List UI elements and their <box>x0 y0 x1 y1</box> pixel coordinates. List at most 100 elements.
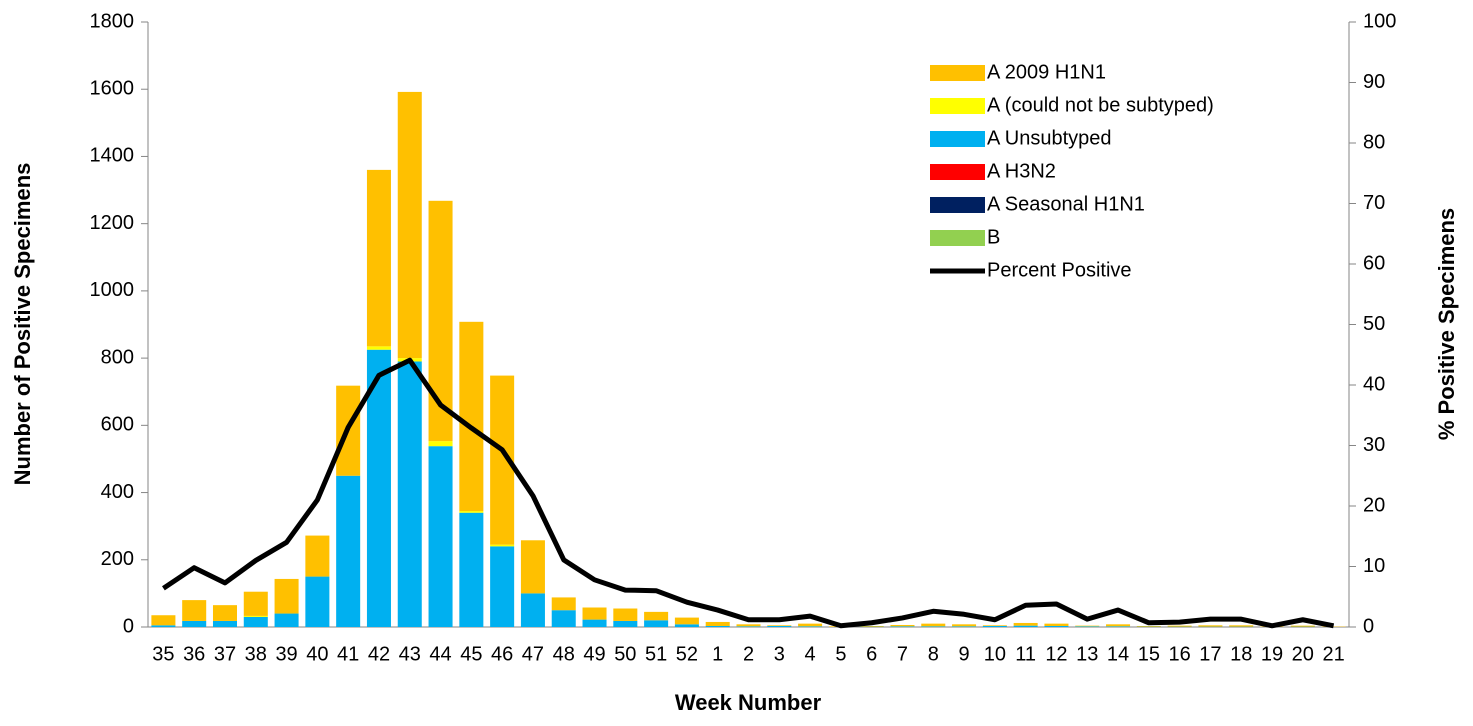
legend-label: B <box>987 226 1000 248</box>
x-tick-label: 44 <box>429 643 451 665</box>
bar-segment <box>798 624 822 627</box>
x-tick-label: 17 <box>1199 643 1221 665</box>
bar-segment <box>1014 623 1038 626</box>
bar-segment <box>675 618 699 625</box>
y2-tick-label: 30 <box>1363 434 1385 456</box>
bar-segment <box>521 593 545 627</box>
y2-tick-label: 70 <box>1363 192 1385 214</box>
x-tick-label: 4 <box>805 643 816 665</box>
bar-segment <box>583 608 607 620</box>
bar-segment <box>429 441 453 446</box>
bar-segment <box>459 322 483 511</box>
x-tick-label: 39 <box>275 643 297 665</box>
y2-tick-label: 0 <box>1363 615 1374 637</box>
bar-segment <box>798 626 822 627</box>
y2-tick-label: 50 <box>1363 313 1385 335</box>
x-tick-label: 36 <box>183 643 205 665</box>
y-tick-label: 1400 <box>90 145 135 167</box>
y2-tick-label: 60 <box>1363 252 1385 274</box>
legend-swatch <box>930 197 985 213</box>
bar-segment <box>952 624 976 626</box>
bar-segment <box>367 170 391 346</box>
bar-segment <box>1229 625 1253 626</box>
bar-segment <box>736 626 760 627</box>
x-tick-label: 41 <box>337 643 359 665</box>
bar-segment <box>213 605 237 621</box>
x-tick-label: 11 <box>1015 643 1036 665</box>
x-tick-label: 10 <box>984 643 1006 665</box>
bar-segment <box>1075 626 1099 627</box>
x-tick-label: 45 <box>460 643 482 665</box>
x-tick-label: 7 <box>897 643 908 665</box>
bar-segment <box>890 625 914 626</box>
x-tick-label: 6 <box>866 643 877 665</box>
bar-segment <box>336 476 360 627</box>
bar-segment <box>275 579 299 614</box>
bar-segment <box>706 626 730 627</box>
x-tick-label: 48 <box>553 643 575 665</box>
y-tick-label: 1000 <box>90 279 135 301</box>
bar-segment <box>613 609 637 621</box>
bar-segment <box>552 610 576 627</box>
legend-swatch <box>930 131 985 147</box>
y2-tick-label: 40 <box>1363 373 1385 395</box>
y-tick-label: 1200 <box>90 212 135 234</box>
y-tick-label: 400 <box>101 481 134 503</box>
bar-segment <box>767 625 791 626</box>
y2-axis-title: % Positive Specimens <box>1434 208 1459 440</box>
legend-label: A Unsubtyped <box>987 127 1112 149</box>
x-tick-label: 38 <box>245 643 267 665</box>
bar-segment <box>921 626 945 627</box>
bar-segment <box>552 597 576 610</box>
bar-segment <box>151 625 175 627</box>
bar-segment <box>275 614 299 627</box>
y-tick-label: 800 <box>101 346 134 368</box>
bar-segment <box>521 540 545 593</box>
bar-segment <box>767 626 791 627</box>
bar-segment <box>244 592 268 616</box>
bar-segment <box>459 513 483 627</box>
bar-segment <box>921 624 945 627</box>
x-tick-label: 8 <box>928 643 939 665</box>
x-tick-label: 15 <box>1138 643 1160 665</box>
bar-segment <box>706 622 730 626</box>
y2-tick-label: 10 <box>1363 555 1385 577</box>
x-tick-label: 16 <box>1169 643 1191 665</box>
bar-segment <box>213 621 237 627</box>
bar-segment <box>1014 626 1038 627</box>
bar-segment <box>952 626 976 627</box>
x-tick-label: 12 <box>1045 643 1067 665</box>
bar-segment <box>398 92 422 358</box>
bar-segment <box>583 620 607 627</box>
bar-segment <box>1106 626 1130 627</box>
y-tick-label: 200 <box>101 548 134 570</box>
y2-tick-label: 90 <box>1363 71 1385 93</box>
legend-swatch <box>930 65 985 81</box>
bar-segment <box>182 621 206 627</box>
bar-segment <box>983 625 1007 626</box>
x-tick-label: 1 <box>712 643 723 665</box>
x-tick-label: 43 <box>399 643 421 665</box>
y-axis-title: Number of Positive Specimens <box>10 163 35 486</box>
bar-segment <box>644 620 668 627</box>
bar-segment <box>890 626 914 627</box>
x-tick-label: 35 <box>152 643 174 665</box>
bar-segment <box>1168 626 1192 627</box>
x-tick-label: 18 <box>1230 643 1252 665</box>
bar-segment <box>1044 624 1068 626</box>
x-tick-label: 49 <box>583 643 605 665</box>
x-tick-label: 37 <box>214 643 236 665</box>
y-tick-label: 1800 <box>90 10 135 32</box>
x-tick-label: 14 <box>1107 643 1129 665</box>
bar-segment <box>613 621 637 627</box>
x-tick-label: 21 <box>1322 643 1344 665</box>
x-tick-label: 40 <box>306 643 328 665</box>
bar-segment <box>1137 626 1161 627</box>
y-tick-label: 0 <box>123 615 134 637</box>
bar-segment <box>490 545 514 547</box>
x-tick-label: 13 <box>1076 643 1098 665</box>
legend-label: A 2009 H1N1 <box>987 61 1106 83</box>
y2-tick-label: 20 <box>1363 494 1385 516</box>
bar-segment <box>1291 626 1315 627</box>
